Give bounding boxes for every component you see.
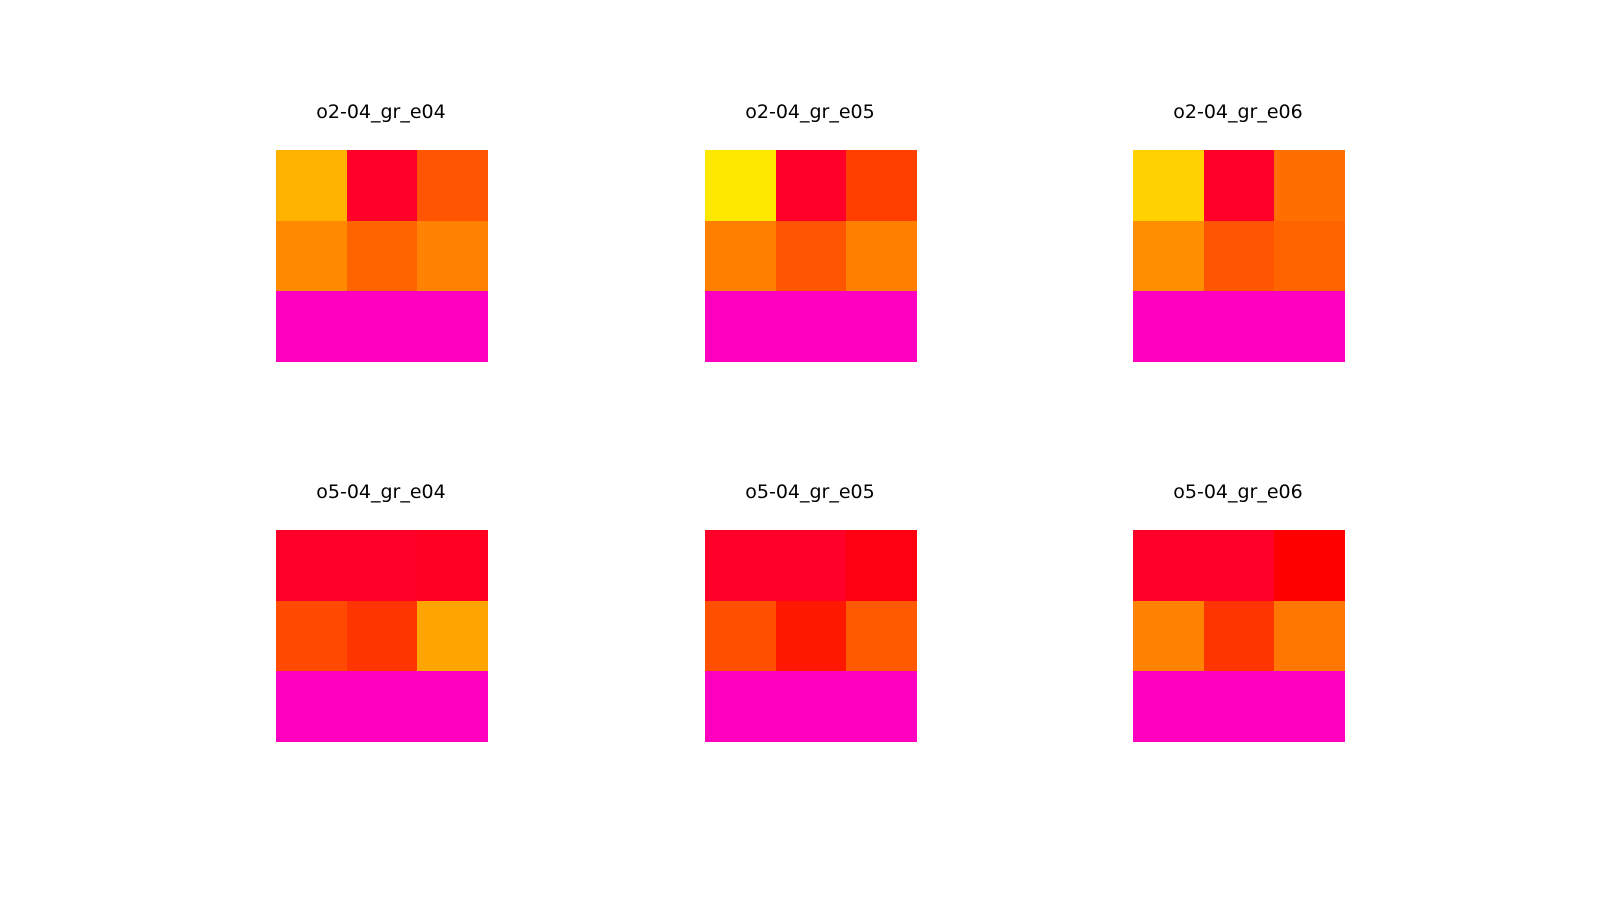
heatmap-cell: [1274, 150, 1345, 221]
heatmap-cell: [775, 291, 847, 362]
heatmap-cell: [276, 291, 347, 362]
heatmap-panel: o2-04_gr_e05: [680, 100, 940, 400]
heatmap-grid: [1133, 530, 1345, 742]
heatmap-cell: [417, 600, 488, 672]
heatmap-panel: o2-04_gr_e04: [251, 100, 511, 400]
heatmap-cell: [1203, 150, 1275, 221]
heatmap-cell: [775, 671, 847, 742]
heatmap-grid: [705, 150, 917, 362]
panel-title: o2-04_gr_e06: [1173, 101, 1303, 123]
heatmap-cell: [1203, 220, 1275, 292]
heatmap-cell: [1274, 600, 1345, 672]
heatmap-cell: [775, 530, 847, 601]
heatmap-cell: [1203, 530, 1275, 601]
heatmap-cell: [346, 220, 418, 292]
heatmap-cell: [705, 600, 776, 672]
heatmap-cell: [705, 150, 776, 221]
heatmap-cell: [846, 150, 917, 221]
heatmap-panel: o5-04_gr_e06: [1108, 480, 1368, 780]
heatmap-cell: [276, 671, 347, 742]
heatmap-cell: [417, 530, 488, 601]
heatmap-cell: [276, 600, 347, 672]
heatmap-cell: [705, 220, 776, 292]
heatmap-grid: [276, 530, 488, 742]
heatmap-cell: [846, 291, 917, 362]
panel-title: o5-04_gr_e04: [316, 481, 446, 503]
heatmap-cell: [1203, 291, 1275, 362]
heatmap-cell: [417, 291, 488, 362]
heatmap-cell: [276, 220, 347, 292]
heatmap-cell: [276, 150, 347, 221]
heatmap-cell: [705, 530, 776, 601]
heatmap-grid: [1133, 150, 1345, 362]
heatmap-panel: o5-04_gr_e05: [680, 480, 940, 780]
panel-title: o5-04_gr_e05: [745, 481, 875, 503]
heatmap-cell: [846, 220, 917, 292]
heatmap-grid: [705, 530, 917, 742]
heatmap-cell: [775, 220, 847, 292]
heatmap-cell: [846, 600, 917, 672]
heatmap-cell: [346, 150, 418, 221]
heatmap-cell: [346, 671, 418, 742]
panel-title: o2-04_gr_e05: [745, 101, 875, 123]
heatmap-cell: [1133, 291, 1204, 362]
heatmap-cell: [775, 600, 847, 672]
heatmap-cell: [1133, 220, 1204, 292]
panel-title: o2-04_gr_e04: [316, 101, 446, 123]
heatmap-cell: [775, 150, 847, 221]
heatmap-panel: o5-04_gr_e04: [251, 480, 511, 780]
heatmap-cell: [1274, 220, 1345, 292]
heatmap-cell: [1133, 530, 1204, 601]
heatmap-cell: [1133, 600, 1204, 672]
heatmap-cell: [705, 291, 776, 362]
heatmap-cell: [1274, 671, 1345, 742]
heatmap-cell: [846, 671, 917, 742]
heatmap-cell: [1203, 600, 1275, 672]
heatmap-cell: [417, 220, 488, 292]
heatmap-cell: [346, 291, 418, 362]
heatmap-cell: [1203, 671, 1275, 742]
heatmap-cell: [1274, 291, 1345, 362]
heatmap-cell: [276, 530, 347, 601]
heatmap-grid: [276, 150, 488, 362]
heatmap-cell: [846, 530, 917, 601]
heatmap-panel: o2-04_gr_e06: [1108, 100, 1368, 400]
heatmap-cell: [346, 530, 418, 601]
panel-title: o5-04_gr_e06: [1173, 481, 1303, 503]
heatmap-cell: [705, 671, 776, 742]
heatmap-cell: [417, 150, 488, 221]
heatmap-cell: [1133, 150, 1204, 221]
heatmap-cell: [1274, 530, 1345, 601]
heatmap-cell: [346, 600, 418, 672]
heatmap-cell: [1133, 671, 1204, 742]
heatmap-cell: [417, 671, 488, 742]
